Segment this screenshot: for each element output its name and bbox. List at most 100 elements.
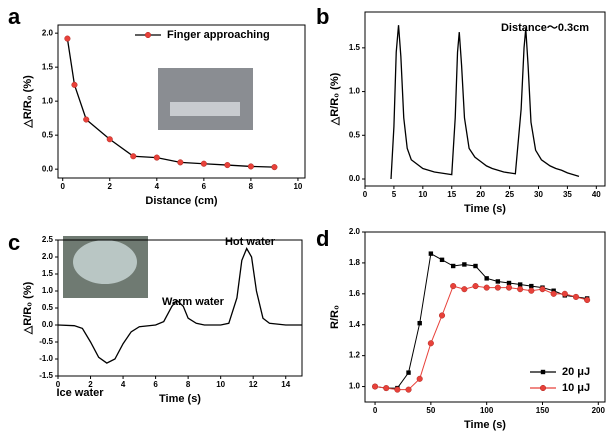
y-tick-label: 2.0	[42, 252, 54, 261]
plot-frame	[364, 231, 606, 403]
x-tick-label: 200	[592, 406, 606, 415]
marker	[462, 262, 467, 267]
x-tick-label: 50	[426, 406, 435, 415]
marker	[550, 290, 557, 297]
x-tick-label: 20	[476, 190, 485, 199]
marker	[484, 276, 489, 281]
y-tick-label: 2.0	[42, 28, 54, 37]
marker	[528, 287, 535, 294]
inset-photo-device	[170, 102, 240, 116]
marker	[130, 153, 137, 160]
marker	[417, 320, 422, 326]
marker	[438, 312, 446, 319]
x-tick-label: 2	[88, 380, 93, 389]
y-tick-label: 1.0	[42, 286, 54, 295]
panel-label: a	[8, 4, 21, 29]
marker	[450, 263, 456, 269]
x-tick-label: 10	[216, 380, 225, 389]
y-tick-label: -1.5	[39, 371, 53, 380]
x-tick-label: 6	[153, 380, 158, 389]
x-tick-label: 0	[56, 380, 61, 389]
marker	[505, 284, 513, 291]
y-tick-label: 1.0	[349, 87, 361, 96]
x-tick-label: 4	[121, 380, 126, 389]
marker	[539, 384, 547, 392]
plot-frame	[364, 11, 606, 187]
x-tick-label: 0	[373, 406, 378, 415]
y-tick-label: 1.0	[42, 96, 54, 105]
x-tick-label: 0	[60, 182, 65, 191]
x-tick-label: 150	[536, 406, 550, 415]
y-tick-label: 0.5	[42, 303, 54, 312]
marker	[271, 164, 278, 171]
marker	[64, 35, 71, 42]
marker	[224, 162, 231, 169]
marker	[405, 386, 412, 393]
x-tick-label: 2	[108, 182, 113, 191]
marker	[529, 283, 534, 289]
marker	[71, 81, 78, 88]
x-tick-label: 8	[186, 380, 191, 389]
y-tick-label: 1.5	[42, 62, 54, 71]
inset-photo	[158, 68, 253, 130]
y-tick-label: 1.4	[349, 320, 361, 329]
y-tick-label: 0.0	[349, 174, 361, 183]
marker	[106, 136, 113, 143]
y-tick-label: 1.0	[349, 382, 361, 391]
x-tick-label: 12	[249, 380, 258, 389]
y-tick-label: 0.0	[42, 164, 54, 173]
x-tick-label: 0	[363, 190, 368, 199]
marker	[472, 283, 479, 290]
x-axis-label: Time (s)	[464, 203, 506, 215]
marker	[517, 282, 523, 287]
marker	[584, 296, 591, 304]
marker	[428, 251, 434, 256]
annotation: Distance～0.3cm	[501, 22, 589, 34]
legend-label: Finger approaching	[167, 29, 270, 41]
marker	[427, 340, 434, 347]
x-tick-label: 30	[534, 190, 543, 199]
panel-label: c	[8, 230, 20, 255]
marker	[200, 160, 207, 167]
y-tick-label: 0.5	[42, 130, 54, 139]
marker	[83, 116, 90, 123]
y-axis-label: △R/R₀ (%)	[329, 72, 341, 126]
x-tick-label: 10	[293, 182, 302, 191]
marker	[506, 280, 512, 286]
x-tick-label: 15	[447, 190, 456, 199]
y-axis-label: R/R₀	[329, 305, 341, 329]
marker	[406, 370, 411, 375]
marker	[473, 263, 478, 269]
marker	[371, 383, 379, 390]
y-tick-label: 2.5	[42, 235, 54, 244]
marker	[439, 257, 445, 263]
y-tick-label: 2.0	[349, 227, 361, 236]
y-tick-label: -1.0	[39, 354, 53, 363]
x-tick-label: 25	[505, 190, 514, 199]
y-tick-label: 0.0	[42, 320, 54, 329]
x-tick-label: 10	[418, 190, 427, 199]
marker	[247, 163, 254, 170]
y-tick-label: 0.5	[349, 130, 361, 139]
x-tick-label: 100	[480, 406, 494, 415]
marker	[572, 293, 580, 300]
legend-label: 10 μJ	[562, 382, 590, 394]
x-tick-label: 35	[563, 190, 572, 199]
y-tick-label: -0.5	[39, 337, 53, 346]
annotation: Hot water	[225, 236, 276, 248]
x-tick-label: 6	[202, 182, 207, 191]
marker	[483, 284, 490, 291]
y-tick-label: 1.6	[349, 289, 361, 298]
y-tick-label: 1.5	[349, 43, 361, 52]
x-axis-label: Time (s)	[464, 419, 506, 431]
marker	[153, 154, 160, 161]
annotation: Ice water	[56, 387, 104, 399]
marker	[561, 290, 568, 297]
marker	[450, 283, 457, 290]
x-tick-label: 8	[249, 182, 254, 191]
marker	[416, 375, 423, 382]
series-line	[57, 247, 302, 364]
series-line	[390, 25, 580, 180]
marker	[495, 279, 501, 284]
